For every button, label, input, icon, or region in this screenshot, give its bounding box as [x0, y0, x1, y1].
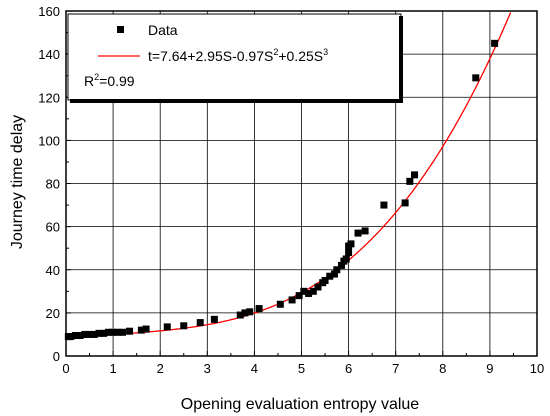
- data-point: [86, 330, 94, 338]
- x-tick-label: 6: [345, 361, 352, 376]
- x-tick-label: 9: [486, 361, 493, 376]
- data-point: [401, 199, 409, 207]
- data-point: [246, 308, 254, 316]
- legend-r2-value: =0.99: [99, 73, 135, 89]
- x-tick-label: 1: [109, 361, 116, 376]
- data-point: [114, 328, 122, 336]
- y-tick-label: 100: [38, 133, 60, 148]
- data-point: [100, 329, 108, 337]
- x-tick-label: 4: [251, 361, 258, 376]
- legend-r2-main: R: [84, 73, 94, 89]
- data-point: [137, 326, 145, 334]
- data-point: [354, 229, 362, 237]
- data-point: [104, 328, 112, 336]
- data-point: [109, 328, 117, 336]
- data-point: [81, 330, 89, 338]
- data-point: [276, 300, 284, 308]
- y-tick-label: 120: [38, 90, 60, 105]
- data-point: [345, 249, 353, 256]
- data-point: [210, 315, 218, 323]
- data-point: [241, 309, 249, 317]
- data-point: [361, 227, 369, 235]
- y-tick-label: 20: [46, 306, 60, 321]
- data-points-layer: [64, 39, 499, 341]
- data-point: [295, 292, 303, 300]
- data-point: [305, 289, 313, 297]
- data-point: [300, 287, 308, 295]
- data-point: [411, 171, 419, 179]
- data-point: [163, 323, 171, 331]
- legend-r2-sup: 2: [94, 72, 99, 82]
- data-point: [119, 328, 127, 336]
- data-point: [67, 333, 75, 341]
- y-axis-title: Journey time delay: [9, 115, 26, 249]
- data-point: [90, 330, 98, 338]
- y-tick-label: 80: [46, 177, 60, 192]
- x-tick-label: 10: [530, 361, 544, 376]
- data-point: [491, 39, 499, 47]
- data-point: [314, 283, 322, 291]
- y-tick-label: 0: [53, 349, 60, 364]
- x-tick-label: 8: [439, 361, 446, 376]
- data-point: [338, 261, 346, 269]
- y-tick-label: 40: [46, 263, 60, 278]
- data-point: [309, 287, 317, 295]
- data-point: [236, 311, 244, 319]
- legend-data-label: Data: [148, 22, 178, 38]
- legend-fit-sup-2: 3: [323, 47, 328, 57]
- legend-fit-part-1: t=7.64+2.95S-0.97S: [148, 48, 273, 64]
- data-point: [321, 277, 329, 285]
- legend-fit-sup-1: 2: [273, 47, 278, 57]
- data-point: [71, 332, 79, 340]
- x-tick-label: 0: [62, 361, 69, 376]
- data-point: [333, 266, 341, 274]
- data-point: [330, 270, 338, 278]
- legend-fit-part-2: +0.25S: [278, 48, 323, 64]
- data-point: [326, 272, 334, 280]
- y-tick-label: 140: [38, 47, 60, 62]
- data-point: [380, 201, 388, 209]
- x-axis-title: Opening evaluation entropy value: [181, 396, 419, 413]
- legend-data-marker: [117, 26, 124, 33]
- data-point: [76, 332, 84, 340]
- data-point: [142, 325, 150, 333]
- legend-r2-label: R2=0.99: [84, 72, 135, 89]
- data-point: [288, 296, 296, 304]
- data-point: [347, 240, 355, 248]
- data-point: [342, 255, 350, 263]
- data-point: [406, 177, 414, 185]
- data-point: [255, 305, 263, 313]
- data-point: [95, 329, 103, 337]
- data-point: [196, 319, 204, 327]
- data-point: [472, 74, 480, 82]
- x-tick-label: 3: [204, 361, 211, 376]
- x-tick-label: 5: [298, 361, 305, 376]
- y-tick-label: 160: [38, 4, 60, 19]
- x-tick-label: 2: [157, 361, 164, 376]
- data-point: [126, 327, 134, 335]
- data-point: [180, 322, 188, 330]
- y-tick-label: 60: [46, 220, 60, 235]
- legend-fit-label: t=7.64+2.95S-0.97S2+0.25S3: [148, 47, 328, 64]
- x-tick-label: 7: [392, 361, 399, 376]
- legend: Data t=7.64+2.95S-0.97S2+0.25S3 R2=0.99: [67, 13, 403, 103]
